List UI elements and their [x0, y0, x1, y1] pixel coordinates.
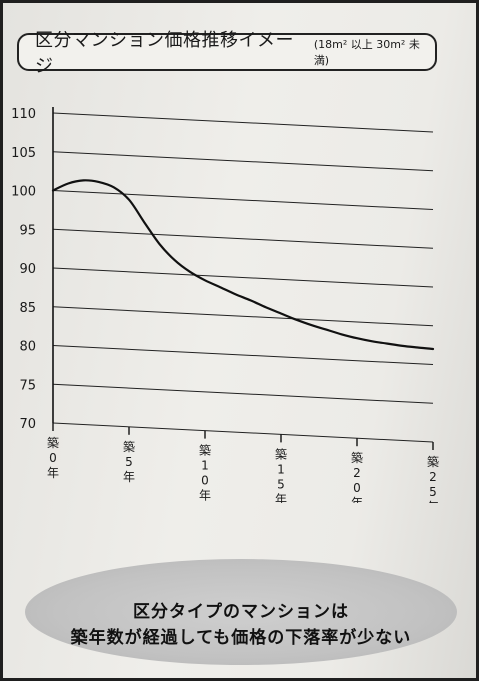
- price-trend-line: [51, 179, 435, 351]
- y-tick-label-80: 80: [19, 340, 36, 355]
- y-tick-label-105: 105: [11, 146, 36, 161]
- y-tick-label-95: 95: [19, 223, 36, 238]
- grid-line-75: [52, 383, 434, 404]
- callout-line-1: 区分タイプのマンションは: [133, 602, 349, 622]
- grid-line-90: [52, 267, 434, 288]
- callout-line-2: 築年数が経過しても価格の下落率が少ない: [70, 628, 412, 648]
- grid-line-70: [52, 422, 434, 443]
- chart-subtitle: (18m² 以上 30m² 未満): [313, 38, 420, 67]
- y-tick-label-90: 90: [19, 262, 36, 277]
- grid-lines: [52, 112, 434, 443]
- y-tick-label-100: 100: [11, 185, 36, 200]
- grid-line-105: [52, 151, 434, 172]
- y-tick-label-75: 75: [19, 378, 36, 393]
- summary-callout: 区分タイプのマンションは 築年数が経過しても価格の下落率が少ない: [25, 559, 457, 665]
- grid-line-95: [52, 228, 434, 249]
- chart-title: 区分マンション価格推移イメージ: [35, 30, 294, 77]
- y-tick-label-110: 110: [11, 107, 36, 122]
- x-tick-label-20: 築20年: [351, 450, 363, 503]
- grid-line-100: [52, 190, 434, 210]
- y-tick-label-70: 70: [19, 417, 36, 432]
- y-axis: [52, 107, 434, 450]
- grid-line-85: [52, 306, 434, 327]
- y-tick-labels: 70 75 80 85 90 95 100 105 110: [11, 107, 36, 432]
- chart-title-box: 区分マンション価格推移イメージ (18m² 以上 30m² 未満): [17, 30, 437, 77]
- grid-line-80: [52, 345, 434, 365]
- book-page: 区分マンション価格推移イメージ (18m² 以上 30m² 未満) 70 75 80…: [3, 3, 476, 678]
- grid-line-110: [52, 112, 434, 133]
- y-tick-label-85: 85: [19, 301, 36, 316]
- x-tick-label-25: 築25年: [427, 454, 439, 503]
